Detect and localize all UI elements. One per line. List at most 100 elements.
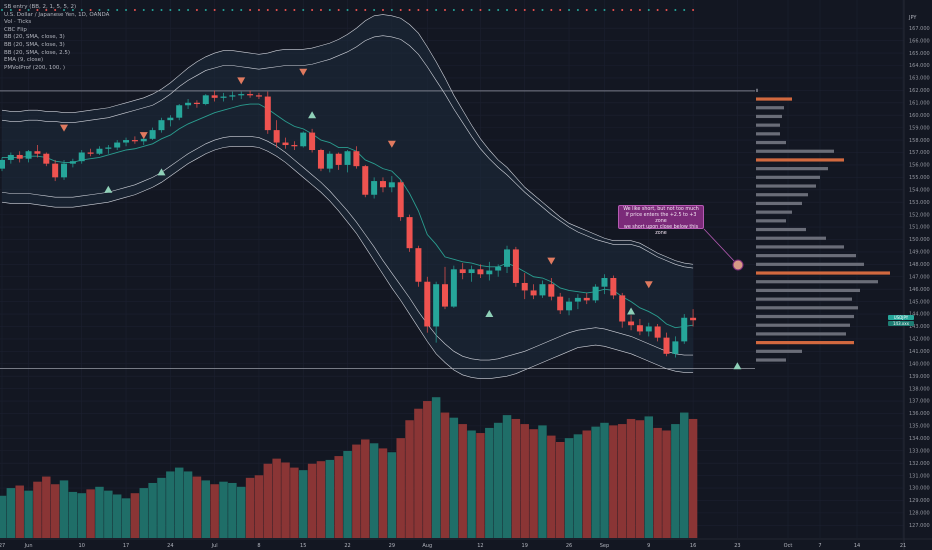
top-signal-dot	[231, 9, 234, 11]
volume-bar	[538, 425, 547, 538]
top-signal-dot	[54, 9, 57, 11]
y-tick-label: 153.000	[909, 200, 930, 206]
candle-body	[202, 95, 209, 105]
volume-bar	[121, 498, 131, 538]
candle-body	[87, 152, 94, 154]
legend-symbol-title[interactable]: U.S. Dollar / Japanese Yen, 1D, OANDA	[4, 11, 110, 18]
x-tick-label-future: Oct	[784, 543, 793, 549]
profile-row	[756, 262, 864, 266]
volume-bar	[0, 495, 7, 538]
legend-cbc-flip[interactable]: CBC Flip	[4, 26, 27, 33]
top-signal-dot	[187, 9, 190, 11]
top-signal-dot	[266, 9, 269, 11]
x-tick-label: 8	[257, 543, 260, 549]
legend-volume-profile[interactable]: PMVolProf (200, 100, )	[4, 64, 65, 71]
y-tick-label: 154.000	[909, 187, 930, 193]
legend-bb-3[interactable]: BB (20, SMA, close, 2.5)	[4, 49, 70, 56]
profile-row	[756, 158, 844, 162]
y-tick-label: 133.000	[909, 448, 930, 454]
candle-body	[574, 297, 581, 302]
profile-row	[756, 132, 780, 136]
profile-row	[756, 332, 846, 336]
candle-body	[450, 269, 457, 307]
x-tick-label-future: 21	[900, 543, 906, 549]
price-axis[interactable]: 167.000 166.000 165.000 164.000 163.000 162.0…	[903, 0, 930, 550]
candle-body	[149, 130, 156, 139]
time-axis[interactable]: 27 Jun 10 17 24 Jul 8 15 22 29 Aug 12 19 26 Sep 9 16 23 Oc…	[0, 538, 932, 549]
candle-body	[247, 94, 254, 96]
profile-row	[756, 201, 802, 206]
candle-body	[43, 153, 50, 164]
top-signal-dot	[638, 9, 641, 11]
top-signal-dot	[488, 9, 491, 11]
legend-ema[interactable]: EMA (9, close)	[4, 57, 44, 64]
top-signal-dot	[630, 9, 633, 11]
top-signal-dot	[647, 9, 650, 11]
volume-bar	[449, 417, 459, 538]
candle-body	[211, 95, 218, 98]
y-tick-label: 159.000	[909, 125, 930, 131]
volume-bar	[77, 493, 86, 538]
profile-row	[756, 323, 850, 327]
y-tick-label: 151.000	[909, 225, 930, 231]
top-signal-dot	[674, 9, 677, 11]
ema-line	[2, 103, 694, 329]
buy-signal-triangle	[157, 168, 166, 176]
profile-row	[756, 245, 844, 249]
candle-body	[0, 159, 5, 169]
profile-row	[756, 193, 808, 197]
top-signal-dot	[479, 9, 482, 11]
candle-body	[193, 102, 200, 105]
legend-bb-1[interactable]: BB (20, SMA, close, 3)	[4, 34, 65, 41]
top-signal-dot	[71, 9, 74, 11]
volume-bar	[95, 486, 104, 538]
profile-row	[756, 297, 852, 301]
candle-body	[459, 269, 466, 274]
y-tick-label: 139.000	[909, 374, 930, 380]
legend-volume[interactable]: Vol · Ticks	[4, 19, 32, 26]
volume-bar	[148, 482, 157, 538]
y-tick-label: 138.000	[909, 386, 930, 392]
volume-bar	[42, 476, 51, 538]
volume-bar	[626, 418, 636, 538]
candle-body	[220, 96, 227, 98]
volume-bar	[387, 452, 397, 538]
y-tick-label: 164.000	[909, 63, 930, 69]
candle-body	[335, 153, 342, 165]
profile-row	[756, 88, 758, 92]
legend-bb-2[interactable]: BB (20, SMA, close, 3)	[4, 41, 65, 48]
volume-bar	[529, 429, 538, 538]
legend-indicator-sb[interactable]: SB entry (BB, 2, 1, 5, 5, 2)	[4, 4, 77, 10]
candle-body	[238, 94, 245, 96]
candle-body	[52, 163, 59, 178]
candle-body	[424, 281, 431, 327]
volume-bar	[414, 408, 423, 538]
volume-bar	[174, 467, 184, 538]
volume-bar	[493, 422, 503, 538]
top-signal-dot	[523, 9, 526, 11]
top-signal-dot	[89, 9, 92, 11]
y-tick-label: 136.000	[909, 411, 930, 417]
volume-bar	[210, 484, 219, 538]
volume-bar	[361, 439, 370, 538]
y-tick-label: 130.000	[909, 486, 930, 492]
sell-signal-triangle	[644, 281, 653, 289]
volume-bar	[440, 412, 450, 538]
top-signal-dot	[594, 9, 597, 11]
profile-row	[756, 341, 854, 345]
volume-bar	[290, 467, 299, 538]
buy-signal-triangle	[733, 362, 742, 370]
volume-bar	[316, 461, 326, 538]
y-tick-label: 127.000	[909, 523, 930, 529]
x-tick-label: Sep	[600, 543, 609, 549]
candle-body	[433, 284, 440, 327]
candle-body	[16, 154, 23, 159]
annotation-callout[interactable]: We like short, but not too much If price…	[618, 205, 704, 236]
top-signal-dot	[568, 9, 571, 11]
candle-body	[96, 148, 103, 154]
profile-row	[756, 149, 834, 153]
top-signal-dot	[142, 9, 145, 11]
top-signal-dot	[355, 9, 358, 11]
profile-row	[756, 314, 854, 319]
